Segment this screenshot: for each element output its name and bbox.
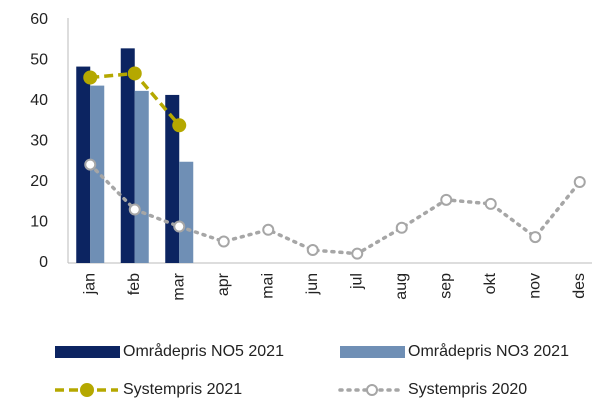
marker <box>306 244 319 257</box>
marker <box>84 158 97 171</box>
legend-marker <box>366 384 378 396</box>
bar <box>165 94 180 263</box>
marker <box>83 70 98 85</box>
bar <box>134 90 149 263</box>
x-tick-label: jun <box>304 273 321 295</box>
marker <box>217 235 230 248</box>
x-tick-label: jan <box>81 273 98 295</box>
legend-swatch <box>55 346 120 358</box>
marker <box>440 193 453 206</box>
x-tick-label: des <box>571 273 588 299</box>
x-tick-label: jul <box>348 273 365 290</box>
bar <box>120 48 135 263</box>
x-tick-label: nov <box>526 273 543 299</box>
x-tick-label: sep <box>437 273 454 299</box>
y-tick-label: 50 <box>30 52 48 69</box>
bar <box>90 85 105 263</box>
x-tick-label: mai <box>259 273 276 299</box>
bar <box>179 161 194 263</box>
y-tick-label: 10 <box>30 214 48 231</box>
marker <box>573 176 586 188</box>
x-tick-label: mar <box>170 272 187 300</box>
marker <box>172 118 187 133</box>
line <box>88 162 582 256</box>
marker <box>262 223 275 236</box>
y-tick-label: 0 <box>39 254 48 271</box>
marker <box>529 231 542 244</box>
bar <box>76 66 91 263</box>
y-tick-label: 60 <box>30 11 48 28</box>
legend-label: Systempris 2020 <box>408 381 527 398</box>
legend-label: Områdepris NO5 2021 <box>123 342 284 360</box>
marker <box>128 203 141 216</box>
x-tick-label: feb <box>126 273 143 295</box>
marker <box>395 221 408 234</box>
marker <box>127 66 142 81</box>
legend-label: Områdepris NO3 2021 <box>408 342 569 360</box>
legend-swatch <box>340 346 405 358</box>
legend-marker <box>80 383 94 397</box>
legend-label: Systempris 2021 <box>123 381 242 398</box>
marker <box>351 247 364 260</box>
x-tick-label: apr <box>215 272 232 296</box>
marker <box>484 197 497 210</box>
y-tick-label: 40 <box>30 92 48 109</box>
y-tick-label: 30 <box>30 133 48 150</box>
marker <box>173 220 186 233</box>
x-tick-label: aug <box>393 273 410 300</box>
y-tick-label: 20 <box>30 173 48 190</box>
x-tick-label: okt <box>482 272 499 294</box>
